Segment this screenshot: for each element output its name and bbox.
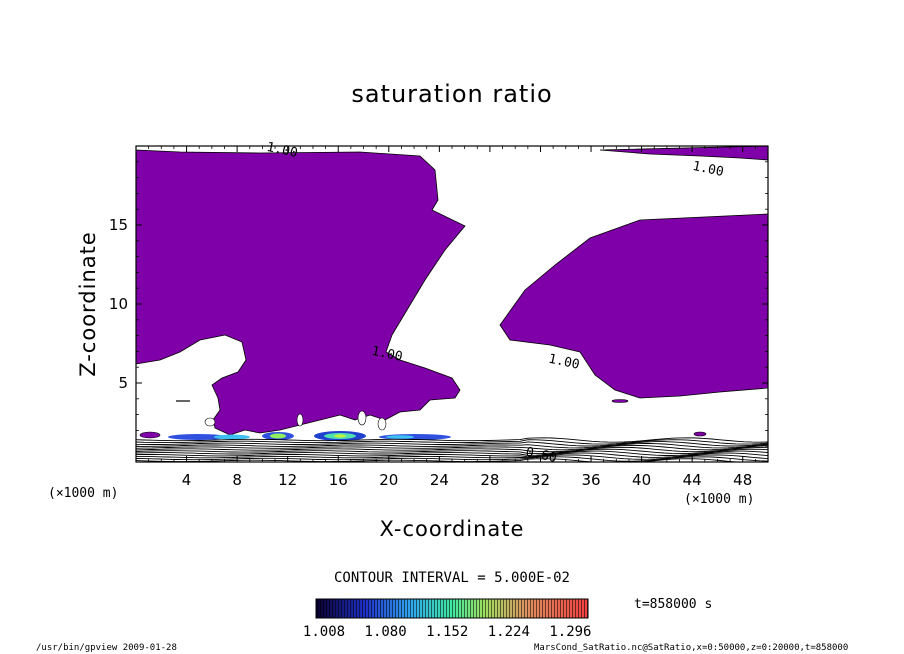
footer-right: MarsCond_SatRatio.nc@SatRatio,x=0:50000,…	[534, 643, 848, 653]
x-tick-label: 20	[379, 471, 398, 489]
x-tick-label: 32	[531, 471, 550, 489]
contour-labels: 1.00 1.00 1.00 1.00 0.60	[265, 140, 725, 466]
colorbar-tick-label: 1.008	[303, 624, 345, 640]
surface-contour	[136, 456, 768, 462]
colorbar-tick-label: 1.296	[549, 624, 591, 640]
x-tick-label: 48	[733, 471, 752, 489]
time-label: t=858000 s	[634, 597, 712, 612]
x-tick-label: 40	[632, 471, 651, 489]
x-tick-label: 44	[683, 471, 702, 489]
x-tick-label: 4	[182, 471, 192, 489]
x-axis-label: X-coordinate	[380, 517, 525, 541]
contour-label: 1.00	[547, 352, 581, 373]
supersaturated-region-right	[499, 213, 768, 399]
surface-contour	[136, 448, 768, 455]
contour-label: 0.60	[524, 445, 558, 466]
surface-contour	[136, 441, 768, 447]
contour-interval: CONTOUR INTERVAL = 5.000E-02	[334, 570, 570, 586]
surface-contour	[136, 450, 768, 456]
x-tick-label: 12	[278, 471, 297, 489]
colorbar-tick-label: 1.080	[365, 624, 407, 640]
surface-contour	[136, 446, 768, 453]
surface-contour-lines	[136, 437, 768, 462]
plot-area	[136, 146, 768, 462]
x-tick-label: 24	[430, 471, 449, 489]
y-tick-label: 5	[118, 374, 128, 392]
surface-contour	[136, 454, 768, 460]
colorbar-tick-label: 1.152	[426, 624, 468, 640]
x-ticks: 4 8 12 16 20 24 28 32 36 40 44 48	[148, 146, 756, 489]
x-tick-label: 28	[480, 471, 499, 489]
surface-contour	[136, 458, 743, 462]
colorbar-tick-labels: 1.008 1.080 1.152 1.224 1.296	[303, 624, 592, 640]
colorbar-tick-label: 1.224	[488, 624, 530, 640]
surface-contour	[136, 444, 768, 451]
surface-contour	[136, 443, 768, 449]
y-ticks: 5 10 15	[109, 161, 768, 447]
chart-title: saturation ratio	[351, 80, 552, 108]
x-tick-label: 36	[581, 471, 600, 489]
contour-label: 1.00	[691, 159, 725, 180]
surface-contour	[136, 437, 768, 443]
y-tick-label: 15	[109, 216, 128, 234]
y-axis-unit: (×1000 m)	[48, 486, 118, 501]
x-tick-label: 16	[329, 471, 348, 489]
x-tick-label: 8	[232, 471, 242, 489]
footer-left: /usr/bin/gpview 2009-01-28	[36, 643, 177, 653]
y-axis-label: Z-coordinate	[76, 231, 100, 377]
surface-contour	[136, 439, 768, 445]
x-axis-unit: (×1000 m)	[684, 492, 754, 507]
contour-label: 1.00	[370, 344, 404, 365]
surface-contour	[136, 452, 768, 458]
colorbar	[315, 598, 589, 619]
contour-label: 1.00	[265, 140, 299, 161]
supersaturated-region-left	[136, 149, 466, 436]
y-tick-label: 10	[109, 295, 128, 313]
surface-cells	[139, 399, 707, 441]
